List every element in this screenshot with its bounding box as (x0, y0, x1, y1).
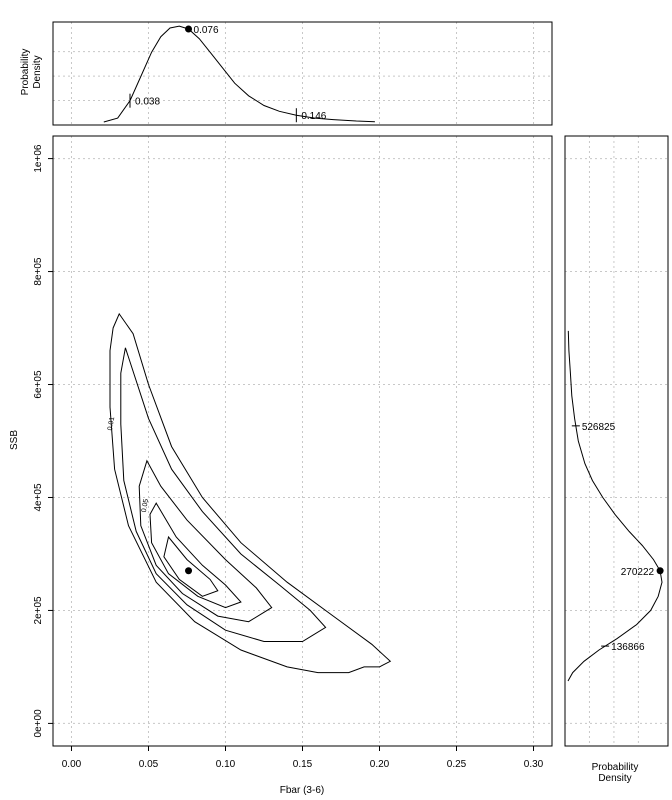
top-panel-frame (52, 21, 553, 126)
right-xlabel-line1: Probability (592, 762, 639, 773)
top-ylabel-line2: Density (32, 55, 43, 88)
top-marker-label: 0.038 (135, 97, 160, 108)
main-grid (53, 136, 552, 746)
contour-line (120, 347, 327, 642)
contour-label: 0.01 (107, 416, 116, 431)
x-tick-label: 0.00 (62, 759, 82, 770)
y-tick-label: 4e+05 (33, 483, 44, 512)
right-marker-label: 270222 (621, 567, 655, 578)
y-tick-label: 1e+06 (33, 144, 44, 173)
top-ylabel-line1: Probability (20, 49, 31, 96)
top-marker-label: 0.076 (194, 25, 219, 36)
y-tick-label: 2e+05 (33, 596, 44, 625)
contour-label: 0.05 (141, 498, 150, 513)
main-contour-panel: 0.01 0.05 0.00 0.05 0.10 0.15 0.20 0.25 0.30 0e… (9, 135, 553, 796)
top-marker-label: 0.146 (301, 111, 326, 122)
x-axis: 0.00 0.05 0.10 0.15 0.20 0.25 0.30 (62, 746, 544, 770)
x-tick-label: 0.20 (370, 759, 390, 770)
y-tick-label: 0e+00 (33, 709, 44, 738)
top-grid (53, 22, 552, 125)
top-mode-dot (185, 25, 193, 33)
top-markers: 0.038 0.076 0.146 (129, 25, 327, 123)
contour-labels: 0.01 0.05 (107, 416, 150, 513)
contour-lines (109, 312, 392, 674)
main-point-estimate (185, 567, 193, 575)
x-tick-label: 0.30 (524, 759, 544, 770)
contour-line (163, 535, 219, 597)
right-marker-label: 526825 (582, 422, 616, 433)
right-panel-frame (564, 135, 669, 747)
y-axis: 0e+00 2e+05 4e+05 6e+05 8e+05 1e+06 (33, 144, 53, 737)
contour-line (149, 502, 242, 609)
contour-line (138, 459, 273, 623)
x-axis-title: Fbar (3-6) (280, 785, 324, 796)
x-tick-label: 0.25 (447, 759, 467, 770)
y-tick-label: 8e+05 (33, 257, 44, 286)
right-xlabel-line2: Density (598, 773, 631, 784)
x-tick-label: 0.15 (293, 759, 313, 770)
y-axis-title: SSB (9, 430, 20, 450)
right-marginal-panel: 526825 270222 136866 Probability Density (564, 135, 669, 784)
right-markers: 526825 270222 136866 (571, 422, 664, 653)
top-marginal-panel: 0.038 0.076 0.146 Probability Density (20, 21, 553, 126)
contour-line (109, 312, 392, 674)
right-grid (565, 136, 668, 746)
x-tick-label: 0.10 (216, 759, 236, 770)
right-mode-dot (656, 567, 664, 575)
top-density-curve (103, 25, 375, 123)
right-density-curve (567, 330, 663, 682)
right-marker-label: 136866 (611, 642, 645, 653)
x-tick-label: 0.05 (139, 759, 159, 770)
y-tick-label: 6e+05 (33, 370, 44, 399)
